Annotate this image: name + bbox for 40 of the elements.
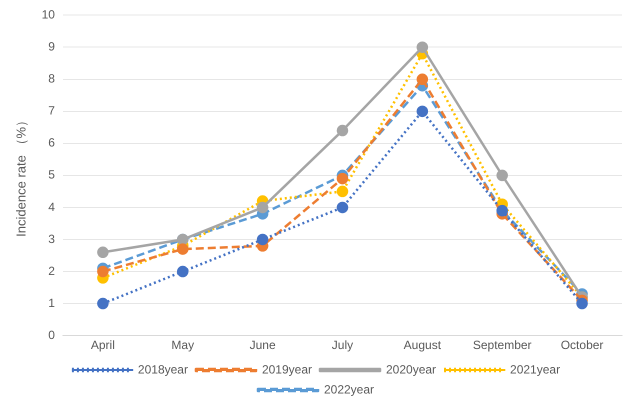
legend-label: 2022year xyxy=(324,382,374,396)
x-tick-label: October xyxy=(560,338,604,352)
x-tick-label: August xyxy=(404,338,442,352)
y-tick-label: 7 xyxy=(48,104,56,118)
x-tick-label: June xyxy=(250,338,276,352)
point xyxy=(97,246,109,258)
x-tick-label: May xyxy=(171,338,194,352)
y-tick-label: 0 xyxy=(48,328,56,342)
y-axis-title: Incidence rate （%） xyxy=(13,114,28,237)
point xyxy=(336,172,348,184)
y-tick-label: 8 xyxy=(48,72,56,86)
x-tick-label: September xyxy=(472,338,532,352)
legend-label: 2018year xyxy=(138,362,188,376)
point xyxy=(97,266,109,278)
point xyxy=(416,41,428,53)
y-tick-label: 4 xyxy=(48,200,56,214)
legend-label: 2021year xyxy=(510,362,560,376)
point xyxy=(336,202,348,214)
point xyxy=(97,298,109,310)
point xyxy=(496,170,508,182)
y-tick-label: 6 xyxy=(48,136,56,150)
legend-label: 2019year xyxy=(262,362,312,376)
point xyxy=(576,298,588,310)
point xyxy=(416,106,428,118)
point xyxy=(176,243,188,255)
point xyxy=(256,202,268,214)
y-tick-label: 3 xyxy=(48,232,56,246)
legend-label: 2020year xyxy=(386,362,436,376)
y-tick-label: 9 xyxy=(48,40,56,54)
x-tick-label: July xyxy=(332,338,354,352)
y-tick-label: 5 xyxy=(48,168,56,182)
x-tick-label: April xyxy=(90,338,115,352)
point xyxy=(256,234,268,246)
point xyxy=(336,124,348,136)
point xyxy=(416,74,428,86)
point xyxy=(336,186,348,198)
y-tick-label: 1 xyxy=(48,296,56,310)
y-tick-label: 2 xyxy=(48,264,56,278)
y-tick-label: 10 xyxy=(42,8,56,22)
point xyxy=(176,266,188,278)
